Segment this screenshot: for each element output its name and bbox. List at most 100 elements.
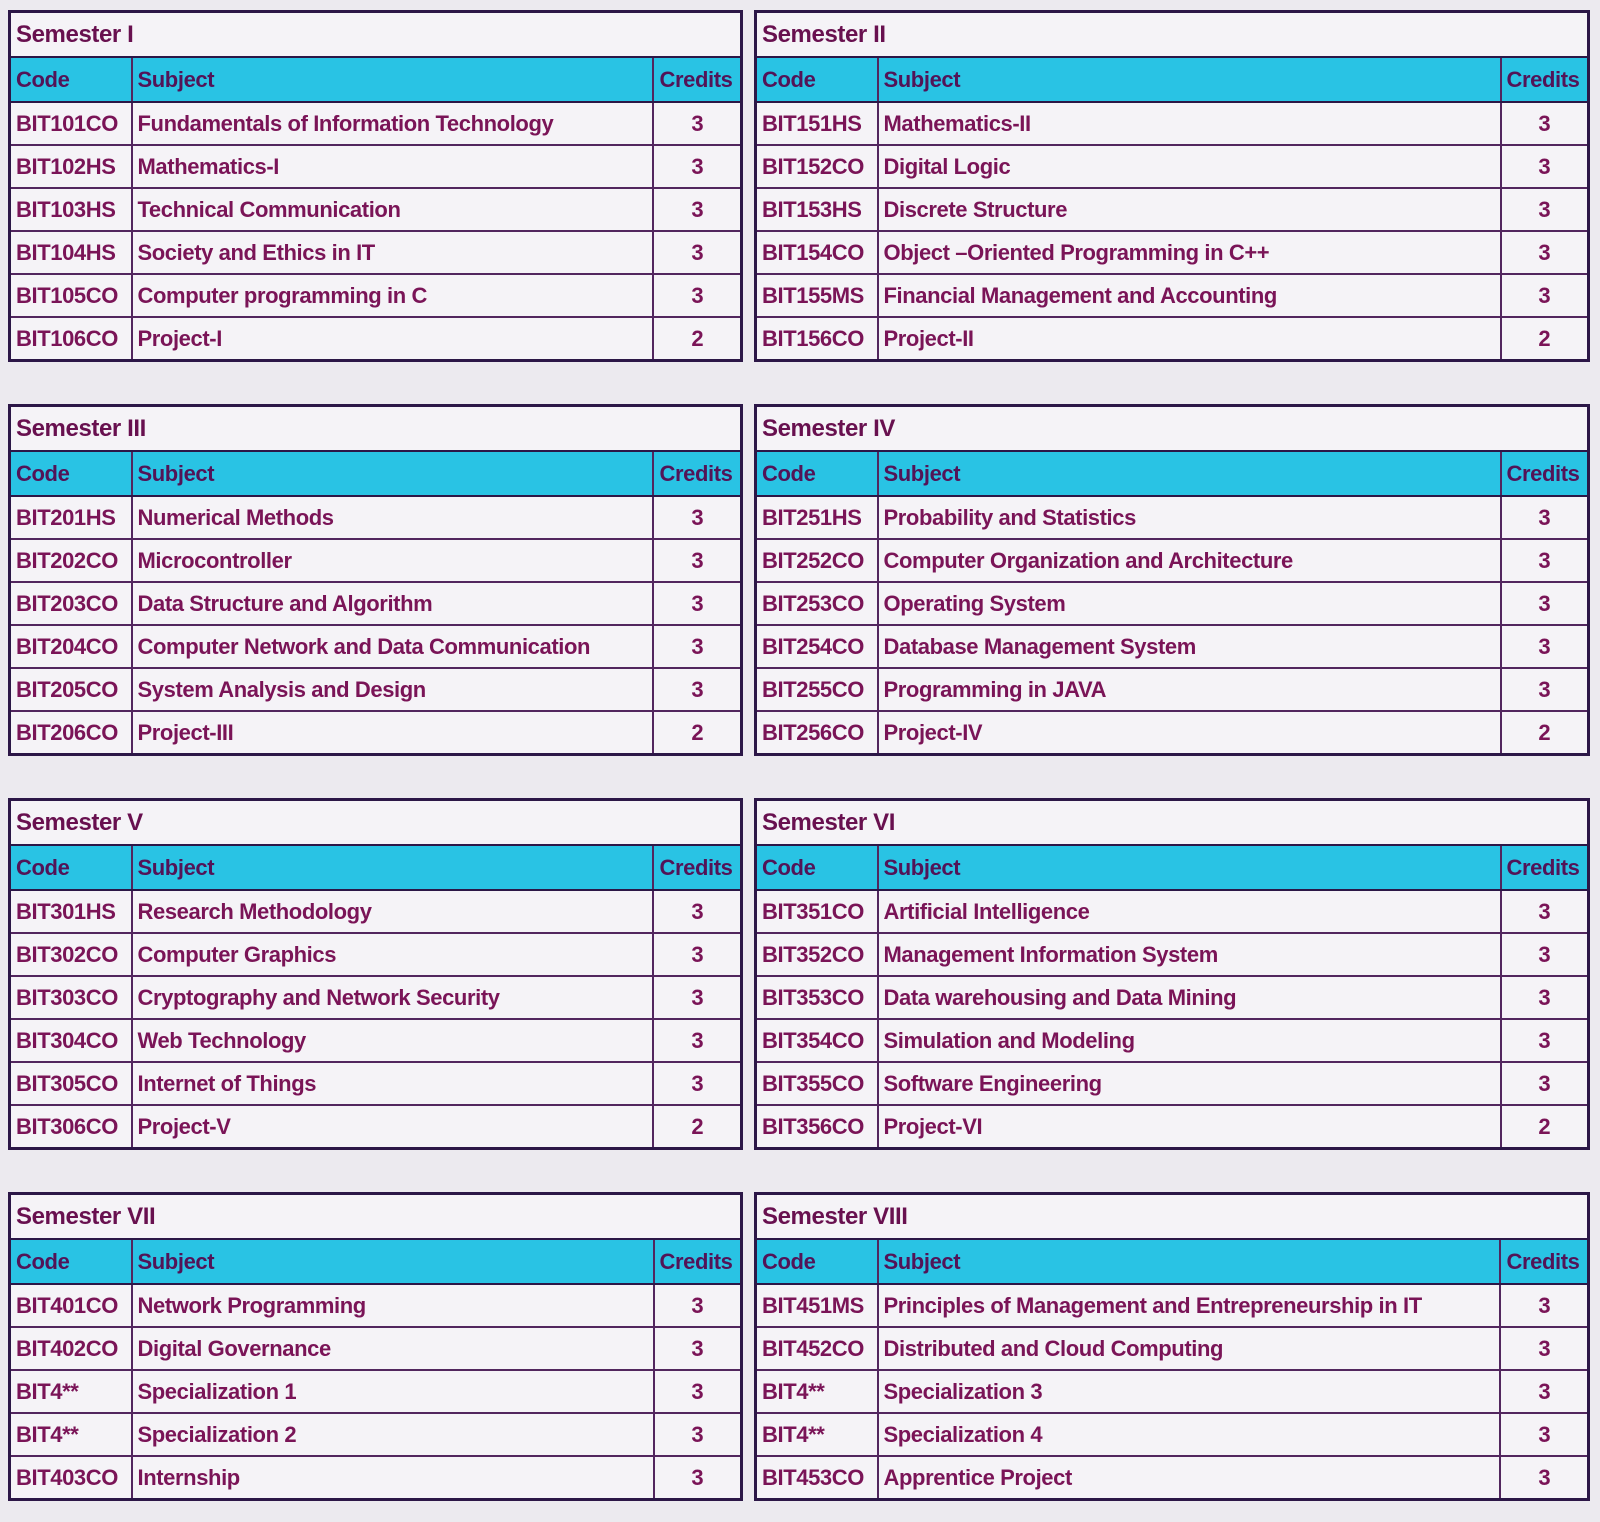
semester-title: Semester VIII: [754, 1192, 1590, 1240]
subject-cell: Management Information System: [876, 932, 1502, 977]
column-header-code: Code: [754, 1238, 879, 1285]
subject-cell: Discrete Structure: [876, 187, 1502, 232]
subject-cell: Principles of Management and Entrepreneu…: [876, 1283, 1502, 1328]
subject-cell: Artificial Intelligence: [876, 889, 1502, 934]
table-row: BIT204CO Computer Network and Data Commun…: [8, 624, 743, 669]
credits-cell: 3: [652, 1455, 743, 1501]
credits-cell: 3: [1499, 1455, 1590, 1501]
table-row: BIT151HS Mathematics-II 3: [754, 101, 1590, 146]
code-cell: BIT154CO: [754, 230, 879, 275]
subject-cell: Computer Organization and Architecture: [876, 538, 1502, 583]
code-cell: BIT152CO: [754, 144, 879, 189]
semester-title-row: Semester V: [8, 798, 743, 846]
credits-cell: 3: [652, 1018, 743, 1063]
column-header-code: Code: [8, 1238, 133, 1285]
subject-cell: Microcontroller: [130, 538, 655, 583]
semester-table: Semester III Code Subject Credits BIT201…: [8, 404, 743, 756]
code-cell: BIT103HS: [8, 187, 133, 232]
subject-cell: Internet of Things: [130, 1061, 655, 1106]
subject-cell: Simulation and Modeling: [876, 1018, 1502, 1063]
table-row: BIT306CO Project-V 2: [8, 1104, 743, 1150]
table-row: BIT153HS Discrete Structure 3: [754, 187, 1590, 232]
code-cell: BIT353CO: [754, 975, 879, 1020]
credits-cell: 3: [1499, 1369, 1590, 1414]
table-row: BIT155MS Financial Management and Account…: [754, 273, 1590, 318]
column-header-credits: Credits: [652, 1238, 743, 1285]
table-row: BIT101CO Fundamentals of Information Tech…: [8, 101, 743, 146]
credits-cell: 2: [652, 710, 743, 756]
column-header-subject: Subject: [130, 450, 655, 497]
code-cell: BIT403CO: [8, 1455, 133, 1501]
table-row: BIT304CO Web Technology 3: [8, 1018, 743, 1063]
subject-cell: Data warehousing and Data Mining: [876, 975, 1502, 1020]
subject-cell: Specialization 3: [876, 1369, 1502, 1414]
subject-cell: Database Management System: [876, 624, 1502, 669]
subject-cell: Financial Management and Accounting: [876, 273, 1502, 318]
column-header-credits: Credits: [652, 450, 743, 497]
code-cell: BIT153HS: [754, 187, 879, 232]
table-row: BIT203CO Data Structure and Algorithm 3: [8, 581, 743, 626]
subject-cell: Cryptography and Network Security: [130, 975, 655, 1020]
semester-title: Semester V: [8, 798, 743, 846]
table-row: BIT206CO Project-III 2: [8, 710, 743, 756]
table-row: BIT305CO Internet of Things 3: [8, 1061, 743, 1106]
semester-table: Semester IV Code Subject Credits BIT251H…: [754, 404, 1590, 756]
subject-cell: Society and Ethics in IT: [130, 230, 655, 275]
credits-cell: 3: [1499, 1412, 1590, 1457]
column-header-row: Code Subject Credits: [8, 450, 743, 497]
table-row: BIT256CO Project-IV 2: [754, 710, 1590, 756]
code-cell: BIT401CO: [8, 1283, 133, 1328]
table-row: BIT452CO Distributed and Cloud Computing 3: [754, 1326, 1590, 1371]
column-header-row: Code Subject Credits: [8, 1238, 743, 1285]
credits-cell: 2: [652, 316, 743, 362]
subject-cell: Fundamentals of Information Technology: [130, 101, 655, 146]
credits-cell: 3: [652, 495, 743, 540]
subject-cell: Mathematics-II: [876, 101, 1502, 146]
table-row: BIT251HS Probability and Statistics 3: [754, 495, 1590, 540]
semester-table-body: BIT401CO Network Programming 3 BIT402CO Digi…: [8, 1283, 743, 1501]
semester-title-row: Semester VIII: [754, 1192, 1590, 1240]
credits-cell: 3: [652, 187, 743, 232]
subject-cell: Software Engineering: [876, 1061, 1502, 1106]
table-row: BIT302CO Computer Graphics 3: [8, 932, 743, 977]
code-cell: BIT453CO: [754, 1455, 879, 1501]
semester-table: Semester VIII Code Subject Credits BIT45…: [754, 1192, 1590, 1501]
code-cell: BIT303CO: [8, 975, 133, 1020]
subject-cell: Computer Network and Data Communication: [130, 624, 655, 669]
table-row: BIT201HS Numerical Methods 3: [8, 495, 743, 540]
subject-cell: Probability and Statistics: [876, 495, 1502, 540]
credits-cell: 3: [1499, 495, 1590, 540]
code-cell: BIT101CO: [8, 101, 133, 146]
column-header-row: Code Subject Credits: [754, 450, 1590, 497]
column-header-credits: Credits: [652, 56, 743, 103]
table-row: BIT252CO Computer Organization and Archit…: [754, 538, 1590, 583]
subject-cell: Project-I: [130, 316, 655, 362]
credits-cell: 3: [1499, 187, 1590, 232]
code-cell: BIT352CO: [754, 932, 879, 977]
subject-cell: Project-V: [130, 1104, 655, 1150]
semester-table-body: BIT251HS Probability and Statistics 3 BIT25…: [754, 495, 1590, 756]
subject-cell: Project-III: [130, 710, 655, 756]
subject-cell: Programming in JAVA: [876, 667, 1502, 712]
semester-table-body: BIT201HS Numerical Methods 3 BIT202CO Microc…: [8, 495, 743, 756]
subject-cell: Apprentice Project: [876, 1455, 1502, 1501]
semester-title: Semester VI: [754, 798, 1590, 846]
semester-table: Semester II Code Subject Credits BIT151H…: [754, 10, 1590, 362]
credits-cell: 3: [652, 889, 743, 934]
column-header-credits: Credits: [1499, 1238, 1590, 1285]
code-cell: BIT4**: [8, 1369, 133, 1414]
column-header-subject: Subject: [130, 1238, 655, 1285]
code-cell: BIT301HS: [8, 889, 133, 934]
column-header-row: Code Subject Credits: [754, 56, 1590, 103]
code-cell: BIT151HS: [754, 101, 879, 146]
subject-cell: Project-IV: [876, 710, 1502, 756]
column-header-code: Code: [754, 844, 879, 891]
code-cell: BIT206CO: [8, 710, 133, 756]
credits-cell: 3: [1499, 624, 1590, 669]
subject-cell: Internship: [130, 1455, 655, 1501]
credits-cell: 3: [1499, 581, 1590, 626]
subject-cell: System Analysis and Design: [130, 667, 655, 712]
column-header-credits: Credits: [652, 844, 743, 891]
table-row: BIT202CO Microcontroller 3: [8, 538, 743, 583]
